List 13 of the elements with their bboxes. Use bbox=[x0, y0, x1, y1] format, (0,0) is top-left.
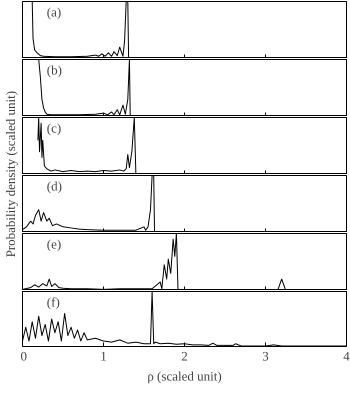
annotation: (d) bbox=[46, 178, 62, 194]
x-tick-label: 4 bbox=[343, 348, 350, 364]
x-axis-title: ρ (scaled unit) bbox=[147, 368, 222, 384]
x-tick-label: 1 bbox=[100, 348, 107, 364]
x-tick-label: 0 bbox=[20, 348, 27, 364]
annotation: (b) bbox=[46, 62, 62, 78]
annotation: (f) bbox=[46, 294, 60, 310]
annotation: (e) bbox=[46, 236, 62, 252]
y-axis-title: Probability density (scaled unit) bbox=[3, 90, 18, 258]
annotation: (a) bbox=[46, 4, 62, 20]
x-tick-label: 3 bbox=[262, 348, 269, 364]
x-tick-label: 2 bbox=[181, 348, 188, 364]
annotation: (c) bbox=[46, 120, 62, 136]
